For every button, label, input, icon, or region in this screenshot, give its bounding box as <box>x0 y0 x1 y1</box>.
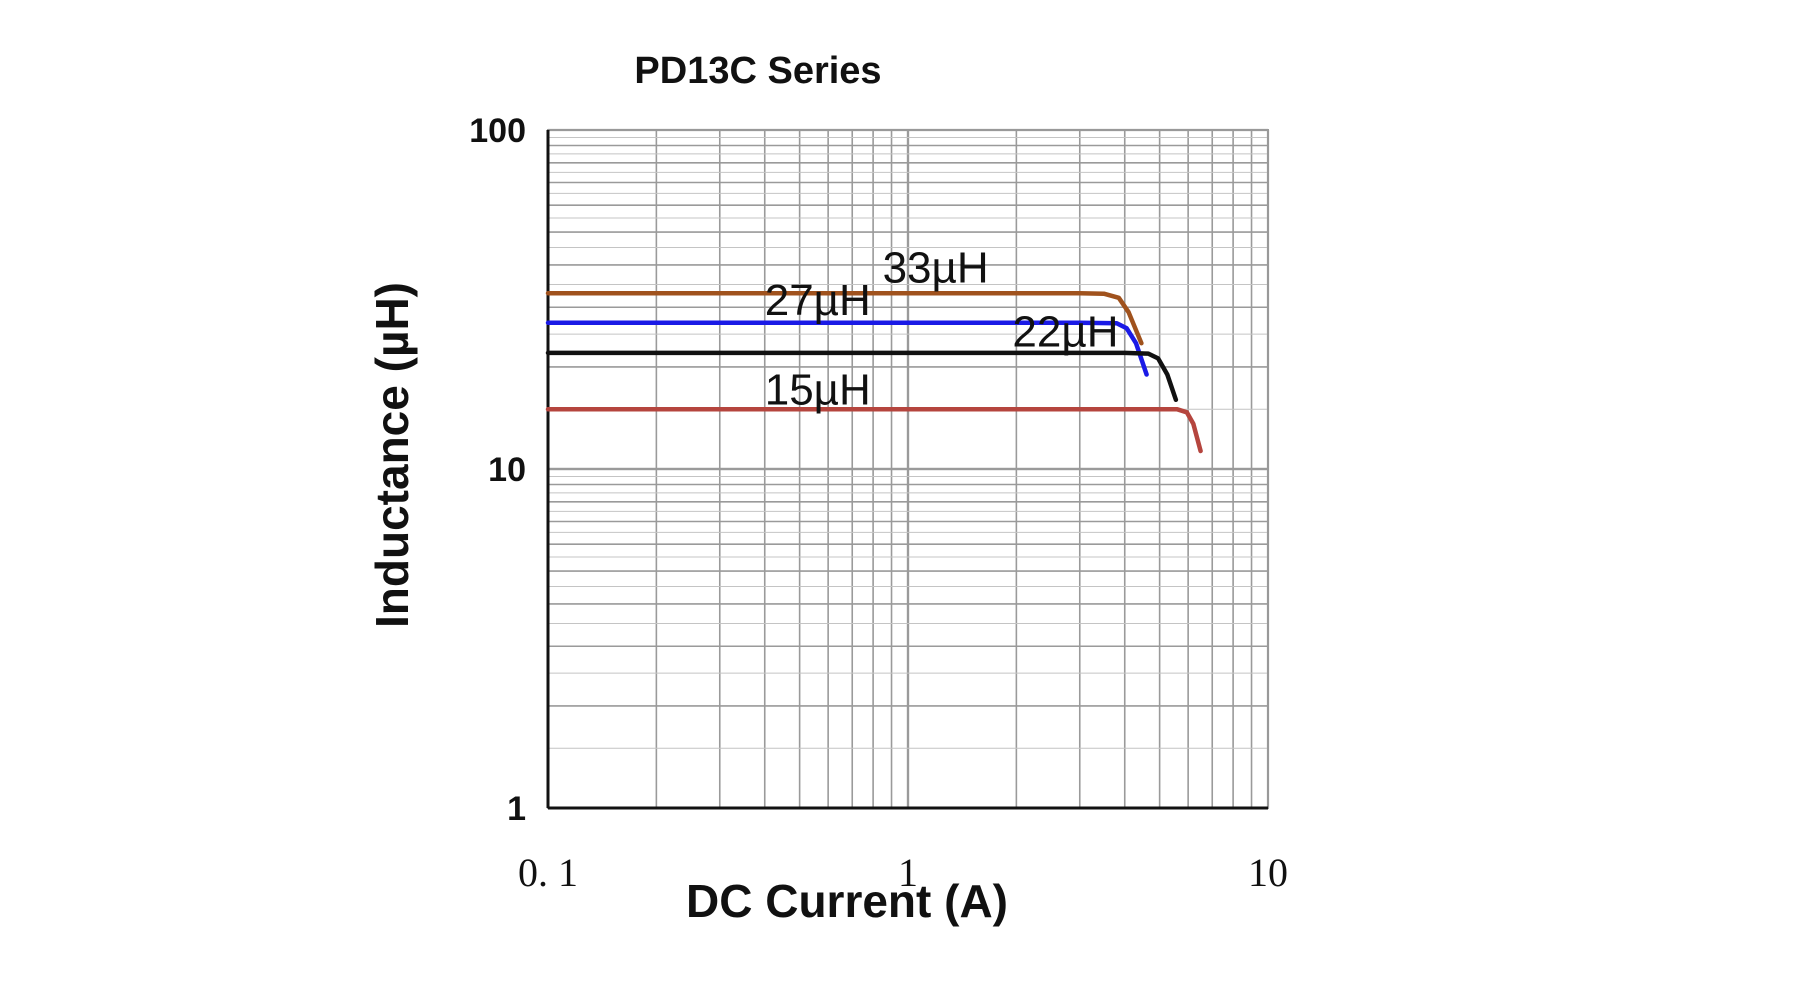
y-tick-label: 10 <box>488 451 526 489</box>
chart-title: PD13C Series <box>634 50 881 92</box>
series-label: 22µH <box>1012 307 1118 356</box>
series-label: 27µH <box>765 276 871 325</box>
series-label: 15µH <box>765 365 871 414</box>
y-tick-label: 100 <box>469 112 526 150</box>
axes <box>546 130 1268 810</box>
y-axis-title: Inductance (µH) <box>366 282 418 628</box>
series-lines <box>545 290 1203 454</box>
x-axis-title: DC Current (A) <box>686 875 1008 927</box>
x-tick-label: 0. 1 <box>518 850 578 895</box>
x-tick-label: 1 <box>898 850 918 895</box>
y-tick-label: 1 <box>507 790 526 828</box>
series-line-33H <box>545 290 1144 346</box>
grid <box>546 128 1270 810</box>
series-line-27H <box>545 320 1149 377</box>
series-line-15H <box>545 407 1203 454</box>
series-label: 33µH <box>883 243 989 292</box>
x-tick-label: 10 <box>1248 850 1288 895</box>
series-line-22H <box>545 350 1179 403</box>
tick-labels: 100 10 1 0. 1 1 10 <box>469 112 1288 895</box>
